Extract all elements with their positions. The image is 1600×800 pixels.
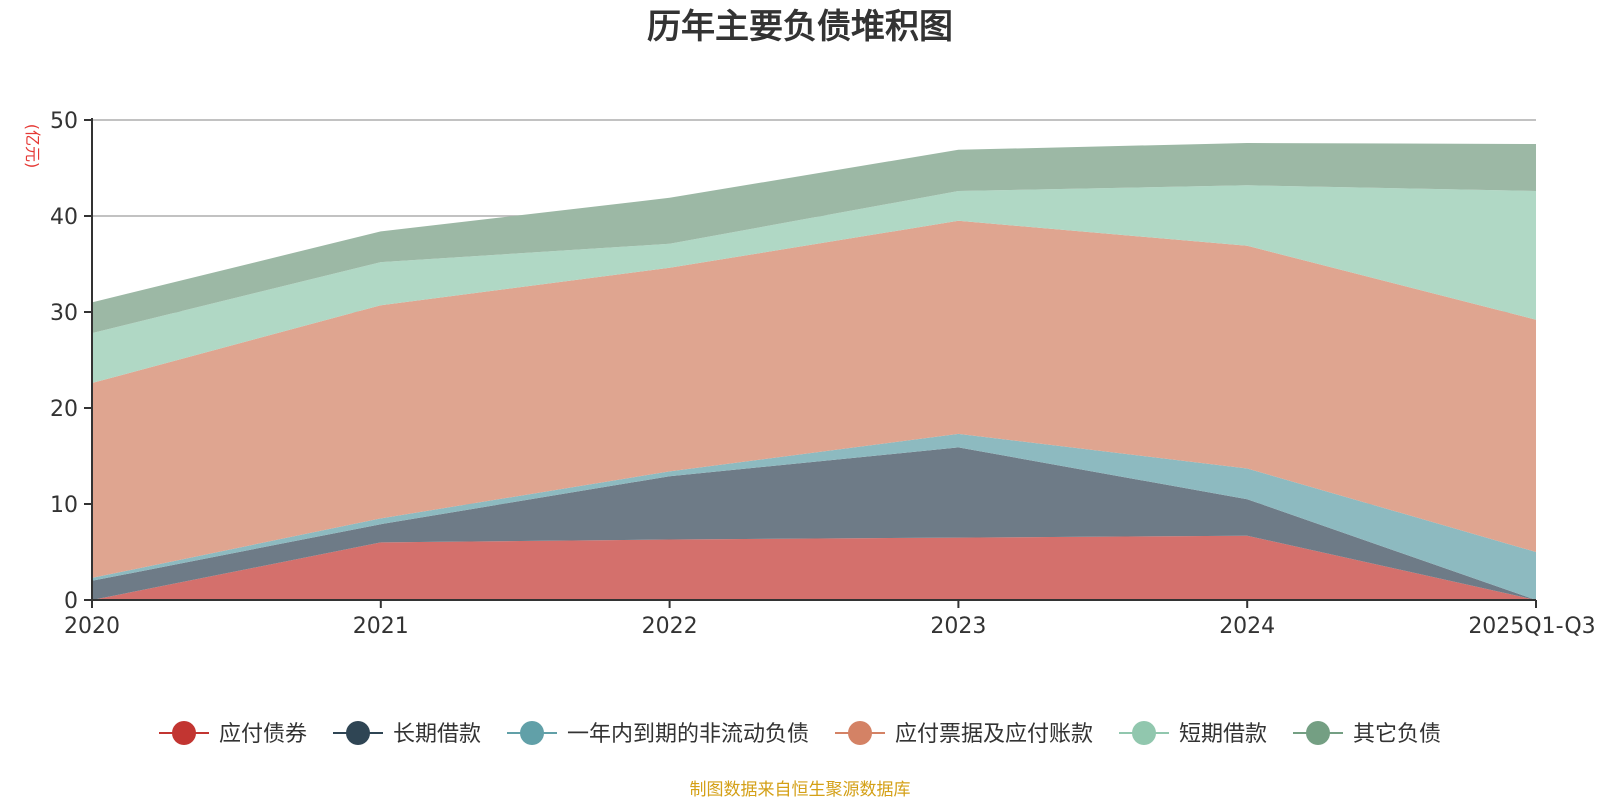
legend-item-0[interactable]: 应付债券 bbox=[159, 721, 307, 747]
legend-label: 应付债券 bbox=[219, 722, 307, 747]
y-tick-label: 40 bbox=[50, 205, 78, 230]
legend-marker bbox=[848, 721, 872, 745]
area-series-4 bbox=[92, 185, 1536, 383]
x-tick-label: 2020 bbox=[64, 614, 120, 639]
legend-label: 应付票据及应付账款 bbox=[895, 722, 1093, 747]
legend-item-2[interactable]: 一年内到期的非流动负债 bbox=[507, 721, 809, 747]
area-series-group bbox=[92, 143, 1536, 600]
legend-marker bbox=[172, 721, 196, 745]
legend[interactable]: 应付债券 长期借款 一年内到期的非流动负债 应付票据及应付账款 短期借款 其它负债 bbox=[159, 721, 1441, 747]
x-tick-label: 2021 bbox=[353, 614, 409, 639]
x-tick-label: 2024 bbox=[1219, 614, 1275, 639]
area-series-0 bbox=[92, 535, 1536, 600]
area-series-2 bbox=[92, 433, 1536, 600]
area-series-3 bbox=[92, 220, 1536, 578]
legend-item-5[interactable]: 其它负债 bbox=[1293, 721, 1441, 747]
legend-label: 长期借款 bbox=[393, 722, 481, 747]
x-tick-label: 2023 bbox=[930, 614, 986, 639]
legend-marker bbox=[520, 721, 544, 745]
x-tick-label: 2025Q1-Q3 bbox=[1468, 614, 1595, 639]
y-tick-label: 10 bbox=[50, 493, 78, 518]
y-tick-label: 50 bbox=[50, 109, 78, 134]
legend-item-3[interactable]: 应付票据及应付账款 bbox=[835, 721, 1093, 747]
x-tick-label: 2022 bbox=[642, 614, 698, 639]
chart-title: 历年主要负债堆积图 bbox=[647, 7, 953, 47]
legend-label: 短期借款 bbox=[1179, 722, 1267, 747]
y-tick-label: 30 bbox=[50, 301, 78, 326]
axes: 0 10 20 30 40 50 2020 2021 2022 2023 2024 2025Q1-Q3 bbox=[50, 109, 1596, 639]
area-series-1 bbox=[92, 447, 1536, 600]
legend-label: 其它负债 bbox=[1353, 722, 1441, 747]
legend-marker bbox=[1132, 721, 1156, 745]
legend-label: 一年内到期的非流动负债 bbox=[567, 722, 809, 747]
y-tick-label: 0 bbox=[64, 589, 78, 614]
area-series-5 bbox=[92, 143, 1536, 334]
legend-item-4[interactable]: 短期借款 bbox=[1119, 721, 1267, 747]
legend-marker bbox=[1306, 721, 1330, 745]
source-note: 制图数据来自恒生聚源数据库 bbox=[690, 780, 911, 800]
legend-item-1[interactable]: 长期借款 bbox=[333, 721, 481, 747]
legend-marker bbox=[346, 721, 370, 745]
y-axis-unit-label: (亿元) bbox=[23, 124, 42, 169]
y-tick-label: 20 bbox=[50, 397, 78, 422]
